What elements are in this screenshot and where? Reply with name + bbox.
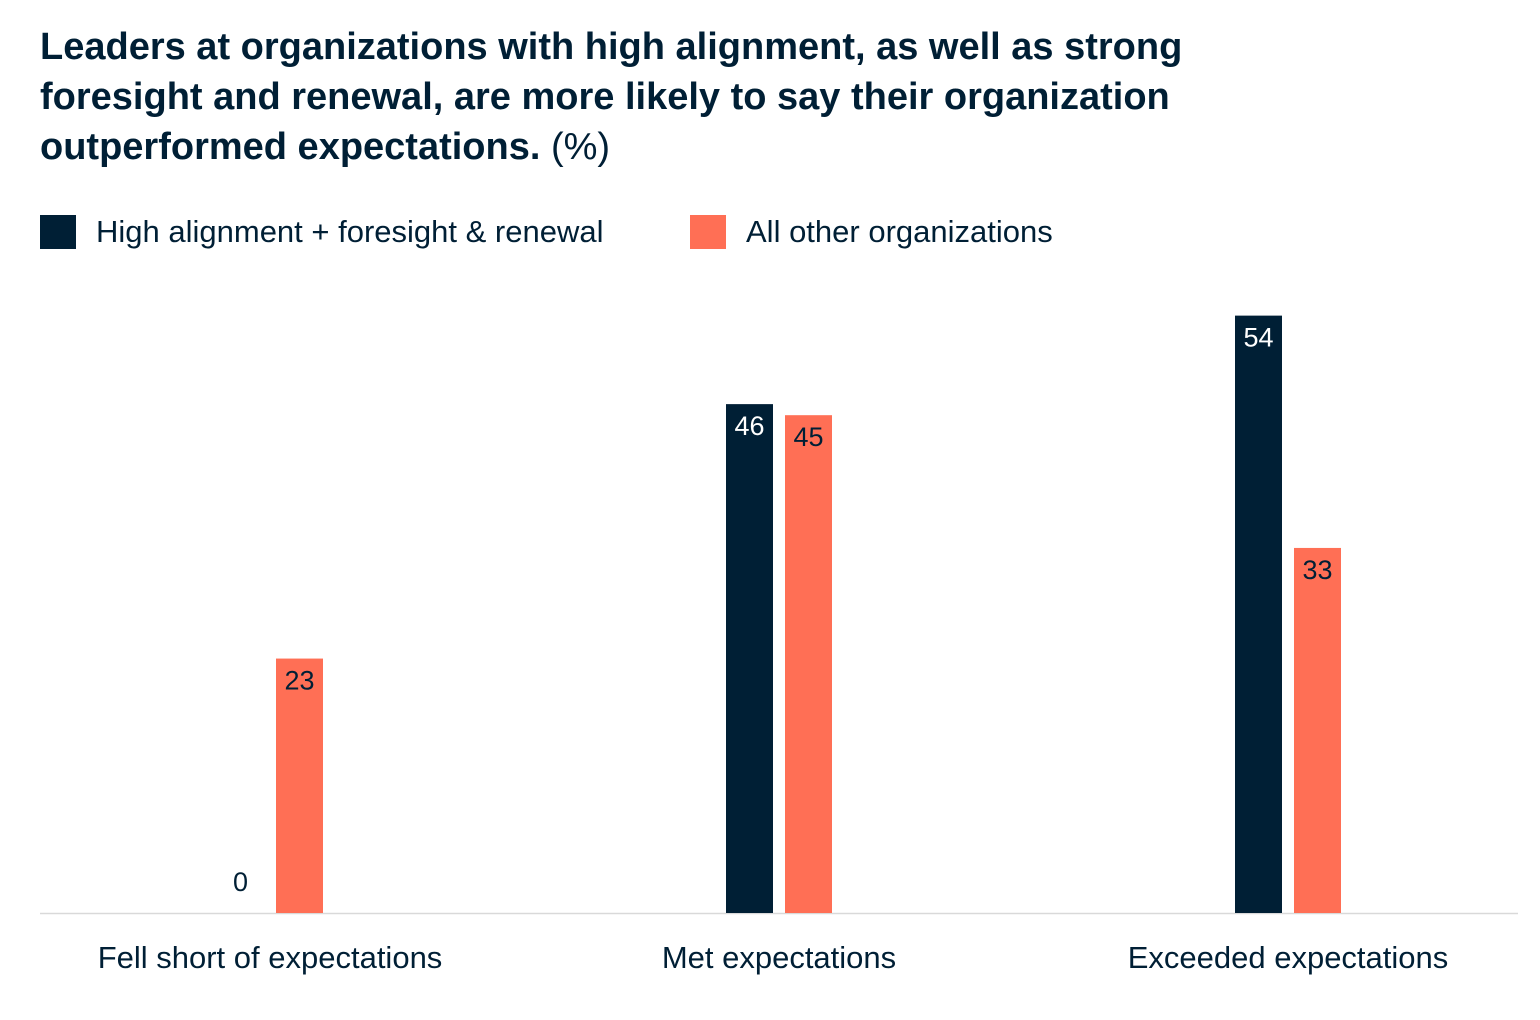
bar-high-alignment-exceeded-expectations — [1235, 315, 1282, 913]
category-label-fell-short-of-expectations: Fell short of expectations — [98, 940, 443, 975]
category-label-met-expectations: Met expectations — [662, 940, 896, 975]
data-label-all-other-exceeded-expectations: 33 — [1302, 555, 1332, 585]
bar-all-other-fell-short-of-expectations — [276, 658, 323, 913]
bar-all-other-exceeded-expectations — [1294, 547, 1341, 913]
legend-label-high-alignment: High alignment + foresight & renewal — [96, 214, 604, 249]
bar-all-other-met-expectations — [785, 415, 832, 913]
data-label-high-alignment-met-expectations: 46 — [734, 411, 764, 441]
bar-high-alignment-met-expectations — [726, 404, 773, 913]
data-label-high-alignment-fell-short-of-expectations: 0 — [233, 867, 248, 897]
data-label-all-other-fell-short-of-expectations: 23 — [284, 666, 314, 696]
data-label-all-other-met-expectations: 45 — [793, 422, 823, 452]
data-label-high-alignment-exceeded-expectations: 54 — [1243, 323, 1273, 353]
legend-label-all-other: All other organizations — [746, 214, 1053, 249]
chart-title-text: Leaders at organizations with high align… — [40, 26, 1183, 168]
chart-title-unit: (%) — [550, 126, 611, 168]
legend-swatch-all-other — [690, 215, 726, 249]
legend-swatch-high-alignment — [40, 215, 76, 249]
chart-title: Leaders at organizations with high align… — [40, 22, 1220, 172]
category-label-exceeded-expectations: Exceeded expectations — [1128, 940, 1449, 975]
